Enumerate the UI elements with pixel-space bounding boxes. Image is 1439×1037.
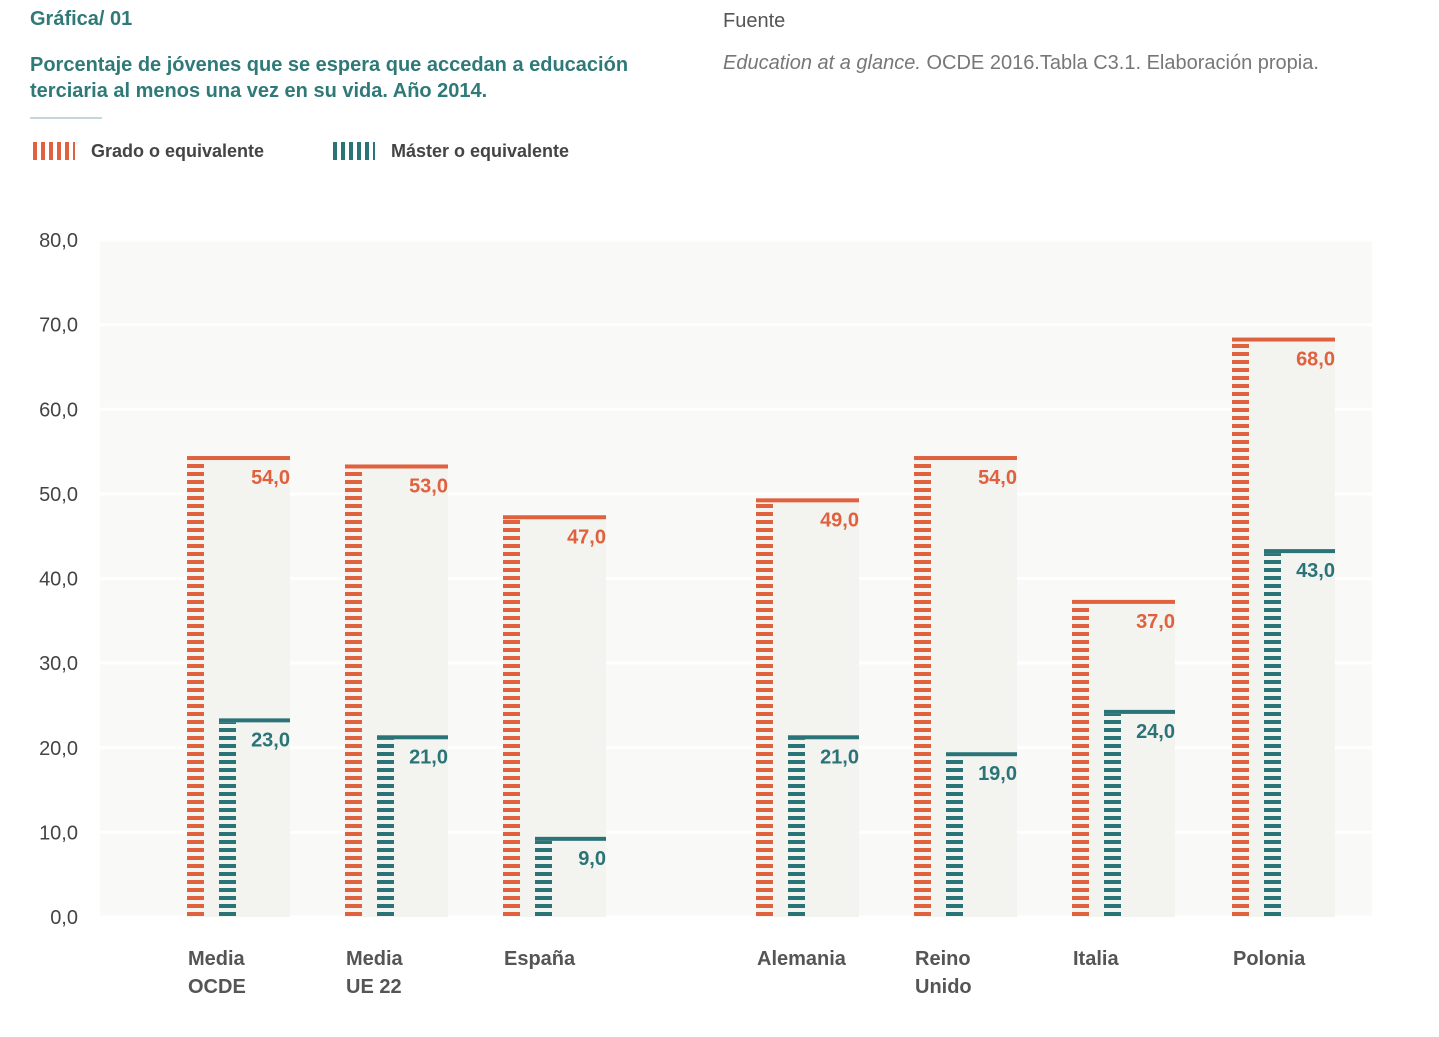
bar-master (1104, 713, 1121, 917)
bar-cap-grado (187, 456, 290, 461)
data-label-grado: 47,0 (567, 526, 606, 548)
bar-cap-master (377, 735, 448, 740)
category-label-line: Reino (915, 948, 971, 970)
bar-cap-master (946, 752, 1017, 757)
data-label-grado: 53,0 (409, 475, 448, 497)
data-label-grado: 68,0 (1296, 349, 1335, 371)
group-background (503, 519, 606, 917)
category-label-line: Media (346, 948, 404, 970)
category-label: Alemania (757, 948, 847, 970)
bar-cap-grado (914, 456, 1017, 461)
legend-label-grado: Grado o equivalente (91, 140, 265, 161)
legend-item-master: Máster o equivalente (333, 138, 569, 164)
bar-master (219, 722, 236, 917)
data-label-grado: 49,0 (820, 509, 859, 531)
y-tick-label: 80,0 (39, 230, 78, 252)
bar-master (1264, 553, 1281, 917)
group-background (345, 468, 448, 917)
data-label-master: 24,0 (1136, 721, 1175, 743)
bar-cap-master (1264, 549, 1335, 554)
data-label-master: 19,0 (978, 763, 1017, 785)
data-label-master: 9,0 (578, 848, 606, 870)
bar-grado (503, 519, 520, 917)
chart-kicker: Gráfica/ 01 (30, 8, 133, 30)
title-divider (30, 117, 102, 119)
y-tick-label: 40,0 (39, 569, 78, 591)
bar-master (377, 739, 394, 917)
category-label-line: UE 22 (346, 976, 402, 998)
category-label-line: Unido (915, 976, 972, 998)
y-tick-label: 20,0 (39, 738, 78, 760)
group-background (187, 460, 290, 917)
bar-grado (345, 468, 362, 917)
source-text: Education at a glance. OCDE 2016.Tabla C… (723, 52, 1319, 75)
category-label-line: Alemania (757, 948, 847, 970)
data-label-grado: 54,0 (251, 467, 290, 489)
bar-grado (914, 460, 931, 917)
bar-master (946, 756, 963, 917)
y-tick-label: 70,0 (39, 315, 78, 337)
category-label: España (504, 948, 576, 970)
bar-grado (187, 460, 204, 917)
category-label-line: Polonia (1233, 948, 1306, 970)
legend-swatch-grado (33, 142, 75, 160)
bar-cap-master (219, 718, 290, 723)
category-label: Polonia (1233, 948, 1306, 970)
y-tick-label: 30,0 (39, 653, 78, 675)
y-tick-label: 50,0 (39, 484, 78, 506)
chart-title: Porcentaje de jóvenes que se espera que … (30, 54, 629, 102)
bar-grado (1072, 603, 1089, 917)
bar-master (535, 840, 552, 917)
category-label: Italia (1073, 948, 1119, 970)
data-label-grado: 37,0 (1136, 611, 1175, 633)
bar-cap-grado (345, 464, 448, 469)
bar-grado (756, 502, 773, 917)
group-background (1232, 341, 1335, 917)
bar-cap-master (1104, 709, 1175, 714)
category-label-line: Italia (1073, 948, 1119, 970)
bar-cap-grado (1232, 337, 1335, 342)
bar-grado (1232, 341, 1249, 917)
bar-cap-master (788, 735, 859, 740)
y-tick-label: 0,0 (50, 907, 78, 929)
legend-item-grado: Grado o equivalente (33, 138, 264, 164)
bar-cap-master (535, 836, 606, 841)
group-background (914, 460, 1017, 917)
category-label: Reino Unido (915, 948, 972, 998)
data-label-grado: 54,0 (978, 467, 1017, 489)
category-label-line: OCDE (188, 976, 246, 998)
data-label-master: 21,0 (409, 746, 448, 768)
y-tick-label: 10,0 (39, 822, 78, 844)
legend-swatch-master (333, 142, 375, 160)
group-background (756, 502, 859, 917)
y-tick-label: 60,0 (39, 399, 78, 421)
source-publication: Education at a glance. (723, 52, 921, 74)
source-detail: OCDE 2016.Tabla C3.1. Elaboración propia… (920, 52, 1319, 74)
bar-master (788, 739, 805, 917)
bar-cap-grado (1072, 599, 1175, 604)
data-label-master: 23,0 (251, 729, 290, 751)
category-label-line: Media (188, 948, 246, 970)
category-label: Media OCDE (188, 948, 246, 998)
source-label: Fuente (723, 10, 786, 32)
category-label: Media UE 22 (346, 948, 404, 998)
bar-cap-grado (503, 515, 606, 520)
group-background (1072, 603, 1175, 917)
data-label-master: 43,0 (1296, 560, 1335, 582)
bar-cap-grado (756, 498, 859, 503)
legend-label-master: Máster o equivalente (391, 140, 570, 161)
data-label-master: 21,0 (820, 746, 859, 768)
category-label-line: España (504, 948, 576, 970)
